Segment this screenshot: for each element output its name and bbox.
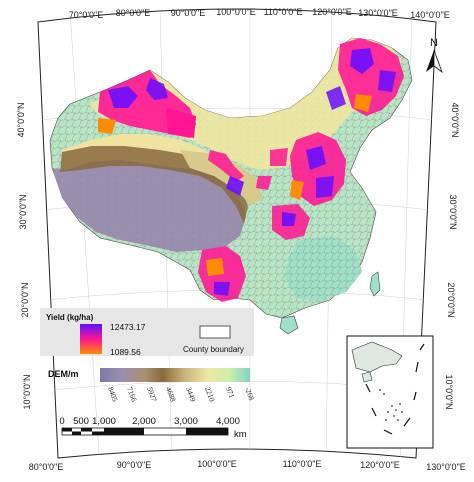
ncp-hotspot-3 bbox=[290, 180, 304, 200]
grat-top-4: 110°0'0"E bbox=[264, 7, 303, 17]
county-legend-label: County boundary bbox=[183, 345, 244, 354]
ncp-hotspot-2 bbox=[316, 176, 334, 198]
yield-legend-min: 1089.56 bbox=[110, 347, 141, 357]
grat-bottom-2: 100°0'0"E bbox=[197, 459, 237, 469]
scale-seg-2 bbox=[72, 431, 81, 435]
grat-top-0: 70°0'0"E bbox=[69, 10, 104, 20]
grat-right-0: 40°0'0"N bbox=[450, 102, 460, 137]
northeast-hotspot-2 bbox=[378, 70, 396, 92]
grat-right-1: 30°0'0"N bbox=[448, 194, 458, 229]
map-body bbox=[39, 9, 435, 458]
grat-left-1: 30°0'0"N bbox=[18, 194, 28, 229]
grat-right-3: 10°0'0"N bbox=[444, 374, 454, 409]
yunnan-hotspot-2 bbox=[214, 282, 230, 296]
dem-tick-6: 971 bbox=[224, 386, 236, 400]
northeast-hotspot-3 bbox=[354, 94, 372, 112]
scale-seg-6 bbox=[186, 428, 228, 435]
grat-bottom-4: 120°0'0"E bbox=[360, 460, 400, 470]
north-arrow-icon: N bbox=[426, 37, 443, 74]
graticule-top-labels: 70°0'0"E 80°0'0"E 90°0'0"E 100°0'0"E 110… bbox=[69, 7, 450, 20]
plateau-mesh bbox=[52, 160, 246, 252]
grat-bottom-0: 80°0'0"E bbox=[29, 462, 64, 472]
xinjiang-hotspot-3 bbox=[98, 118, 116, 134]
xinjiang-hotspot-2 bbox=[146, 78, 168, 100]
scale-label-3: 2,000 bbox=[132, 416, 156, 427]
scale-label-0: 0 bbox=[59, 416, 64, 427]
yunnan-hotspot-1 bbox=[206, 258, 224, 276]
yield-legend-title: Yield (kg/ha) bbox=[46, 313, 94, 322]
dem-tick-7: -268 bbox=[243, 386, 256, 402]
loess-patch bbox=[270, 148, 288, 166]
grat-bottom-5: 130°0'0"E bbox=[426, 462, 466, 472]
grat-left-3: 10°0'0"N bbox=[22, 374, 32, 409]
inset-islands bbox=[379, 389, 403, 421]
grat-top-6: 130°0'0"E bbox=[358, 8, 398, 18]
hexi-hotspot bbox=[226, 176, 244, 196]
scale-label-5: 4,000 bbox=[216, 416, 240, 427]
nine-dash-line bbox=[365, 343, 425, 435]
grat-bottom-3: 110°0'0"E bbox=[283, 459, 322, 469]
xinjiang-hotspot-4 bbox=[166, 108, 196, 138]
scale-label-4: 3,000 bbox=[174, 416, 198, 427]
north-label: N bbox=[430, 37, 438, 49]
scale-unit: km bbox=[234, 429, 247, 440]
grat-left-0: 40°0'0"N bbox=[16, 102, 26, 137]
loess-patch-2 bbox=[256, 176, 272, 190]
hexi-patch bbox=[208, 150, 244, 182]
southern-mesh bbox=[284, 236, 362, 302]
scale-seg-1 bbox=[62, 428, 72, 432]
scale-label-2: 1,000 bbox=[92, 416, 116, 427]
taiwan-island bbox=[369, 271, 381, 297]
sichuan-hotspot bbox=[282, 212, 296, 226]
grat-top-7: 140°0'0"E bbox=[410, 10, 450, 20]
yield-color-ramp bbox=[80, 324, 102, 354]
grat-top-3: 100°0'0"E bbox=[216, 7, 256, 17]
ncp-hotspot-1 bbox=[306, 146, 326, 170]
grat-top-2: 90°0'0"E bbox=[171, 8, 206, 18]
yield-legend: Yield (kg/ha) 12473.17 1089.56 bbox=[46, 313, 146, 357]
grat-top-5: 120°0'0"E bbox=[312, 7, 352, 17]
dem-color-ramp bbox=[100, 368, 250, 382]
graticule-right-labels: 40°0'0"N 30°0'0"N 20°0'0"N 10°0'0"N bbox=[444, 102, 460, 409]
scale-bar: 0 500 1,000 2,000 3,000 4,000 km bbox=[59, 416, 246, 440]
scale-seg-3 bbox=[81, 428, 92, 432]
scale-seg-4 bbox=[92, 431, 104, 435]
xinjiang-hotspot-1 bbox=[108, 86, 138, 108]
county-boundary-swatch bbox=[199, 325, 231, 339]
grat-left-2: 20°0'0"N bbox=[20, 282, 30, 317]
grat-top-1: 80°0'0"E bbox=[116, 8, 151, 18]
northeast-hotspot-4 bbox=[326, 86, 346, 110]
graticule-left-labels: 40°0'0"N 30°0'0"N 20°0'0"N 10°0'0"N bbox=[16, 102, 32, 409]
yield-legend-max: 12473.17 bbox=[110, 322, 146, 332]
hainan-island bbox=[279, 315, 299, 335]
south-china-sea-inset bbox=[346, 335, 434, 449]
grat-right-2: 20°0'0"N bbox=[446, 282, 456, 317]
inset-hainan bbox=[361, 371, 373, 383]
inset-coast bbox=[351, 341, 403, 373]
dem-legend-title: DEM/m bbox=[48, 369, 79, 379]
scale-label-1: 500 bbox=[73, 416, 89, 427]
county-legend: County boundary bbox=[183, 325, 244, 354]
scale-seg-5 bbox=[104, 428, 144, 435]
northeast-hotspot-1 bbox=[350, 48, 374, 74]
graticule-bottom-labels: 80°0'0"E 90°0'0"E 100°0'0"E 110°0'0"E 12… bbox=[29, 459, 466, 472]
grat-bottom-1: 90°0'0"E bbox=[117, 460, 152, 470]
